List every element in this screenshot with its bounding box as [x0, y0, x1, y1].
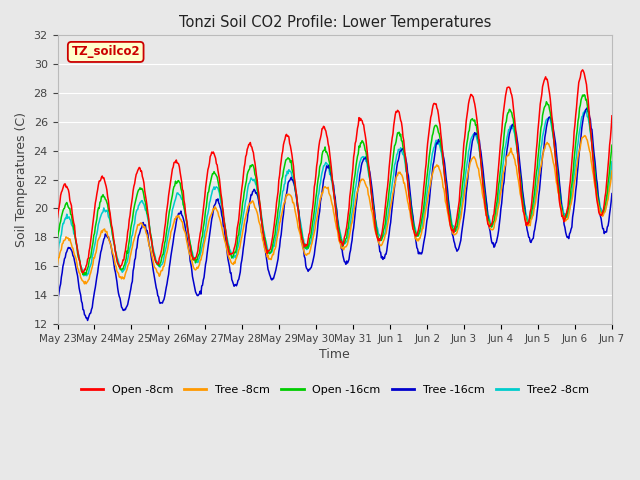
Y-axis label: Soil Temperatures (C): Soil Temperatures (C)	[15, 112, 28, 247]
Legend: Open -8cm, Tree -8cm, Open -16cm, Tree -16cm, Tree2 -8cm: Open -8cm, Tree -8cm, Open -16cm, Tree -…	[76, 380, 593, 399]
Title: Tonzi Soil CO2 Profile: Lower Temperatures: Tonzi Soil CO2 Profile: Lower Temperatur…	[179, 15, 491, 30]
X-axis label: Time: Time	[319, 348, 350, 361]
Text: TZ_soilco2: TZ_soilco2	[72, 46, 140, 59]
